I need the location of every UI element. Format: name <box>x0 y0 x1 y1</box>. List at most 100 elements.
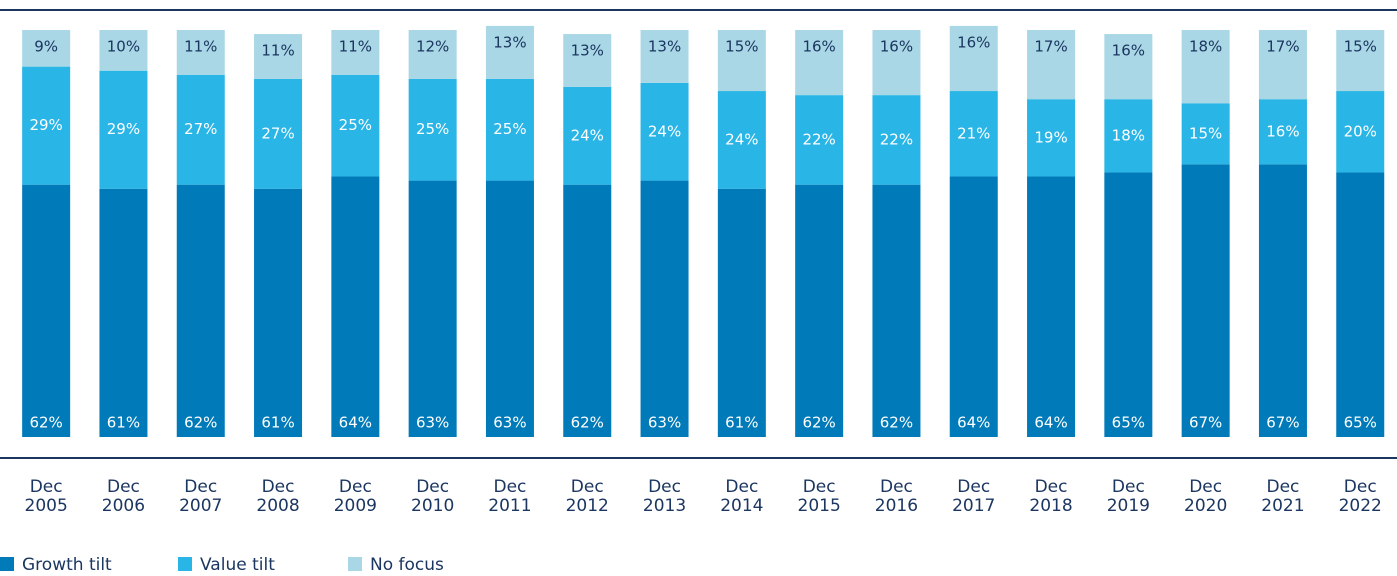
bar-segment <box>872 95 921 185</box>
data-label: 61% <box>261 414 294 432</box>
bar-segment <box>408 180 457 437</box>
bar-segment <box>408 30 457 79</box>
data-label: 12% <box>416 38 449 56</box>
bar-segment <box>485 180 534 437</box>
data-label: 19% <box>1034 128 1067 146</box>
data-label: 67% <box>1266 414 1299 432</box>
bar-segment <box>949 91 998 177</box>
data-label: 22% <box>880 130 913 148</box>
data-label: 25% <box>339 116 372 134</box>
data-label: 11% <box>339 38 372 56</box>
data-label: 67% <box>1189 414 1222 432</box>
bar-segment <box>795 184 844 437</box>
x-tick-label: Dec 2013 <box>642 477 687 516</box>
bar-segment <box>254 78 303 189</box>
bar-segment <box>1027 99 1076 177</box>
bar-segment <box>1336 91 1385 173</box>
data-label: 62% <box>29 414 62 432</box>
legend-swatch <box>0 557 14 571</box>
data-label: 24% <box>648 122 681 140</box>
legend-label: Value tilt <box>200 555 275 575</box>
bar-segment <box>563 34 612 87</box>
bar-segment <box>1181 103 1230 165</box>
x-tick-label: Dec 2012 <box>565 477 609 516</box>
bar-segment <box>872 184 921 437</box>
data-label: 16% <box>802 38 835 56</box>
data-label: 65% <box>1344 414 1377 432</box>
data-label: 9% <box>34 38 58 56</box>
data-label: 61% <box>107 414 140 432</box>
data-label: 61% <box>725 414 758 432</box>
data-label: 64% <box>1034 414 1067 432</box>
data-label: 24% <box>725 130 758 148</box>
bar-segment <box>1258 30 1307 100</box>
bar-segment <box>640 82 689 181</box>
x-tick-label: Dec 2022 <box>1338 477 1382 516</box>
bar-segment <box>1258 164 1307 437</box>
data-label: 17% <box>1266 38 1299 56</box>
data-label: 13% <box>493 33 526 51</box>
bar-segment <box>795 95 844 185</box>
data-label: 27% <box>184 120 217 138</box>
data-label: 65% <box>1112 414 1145 432</box>
bar-segment <box>485 78 534 181</box>
x-tick-label: Dec 2005 <box>24 477 68 516</box>
bar-segment <box>254 34 303 79</box>
x-tick-label: Dec 2021 <box>1261 477 1305 516</box>
bar-segment <box>485 25 534 79</box>
bar-segment <box>1027 176 1076 437</box>
x-tick-label: Dec 2007 <box>179 477 223 516</box>
bar-segment <box>1181 164 1230 437</box>
data-label: 25% <box>416 120 449 138</box>
data-label: 15% <box>725 38 758 56</box>
data-label: 29% <box>29 116 62 134</box>
bar-segment <box>22 66 71 185</box>
bar-segment <box>99 30 148 71</box>
bar-segment <box>1336 172 1385 437</box>
data-label: 15% <box>1344 38 1377 56</box>
data-label: 20% <box>1344 122 1377 140</box>
bar-segment <box>949 176 998 437</box>
bar-segment <box>1336 30 1385 92</box>
bar-segment <box>22 184 71 437</box>
bar-segment <box>331 30 380 75</box>
data-label: 29% <box>107 120 140 138</box>
legend-label: Growth tilt <box>22 555 112 575</box>
data-label: 25% <box>493 120 526 138</box>
x-tick-label: Dec 2008 <box>256 477 300 516</box>
data-label: 24% <box>571 126 604 144</box>
x-tick-label: Dec 2019 <box>1106 477 1150 516</box>
data-label: 62% <box>880 414 913 432</box>
bar-segment <box>717 30 766 92</box>
bar-segment <box>408 78 457 181</box>
data-label: 64% <box>339 414 372 432</box>
bar-segment <box>872 30 921 96</box>
data-label: 22% <box>802 130 835 148</box>
bar-segment <box>640 30 689 83</box>
x-tick-label: Dec 2014 <box>720 477 764 516</box>
bar-segment <box>99 188 148 437</box>
legend-label: No focus <box>370 555 444 575</box>
bar-segment <box>331 176 380 437</box>
bar-segment <box>795 30 844 96</box>
bar-segment <box>717 91 766 189</box>
data-label: 18% <box>1112 126 1145 144</box>
bar-segment <box>563 184 612 437</box>
bar-segment <box>331 74 380 177</box>
data-label: 63% <box>493 414 526 432</box>
bar-segment <box>640 180 689 437</box>
bar-segment <box>563 86 612 185</box>
x-tick-label: Dec 2018 <box>1029 477 1073 516</box>
bar-segment <box>1104 172 1153 437</box>
data-label: 62% <box>802 414 835 432</box>
bar-segment <box>99 70 148 189</box>
bar-segment <box>1027 30 1076 100</box>
data-label: 64% <box>957 414 990 432</box>
data-label: 16% <box>880 38 913 56</box>
data-label: 21% <box>957 124 990 142</box>
x-tick-label: Dec 2015 <box>797 477 841 516</box>
bar-segment <box>176 184 225 437</box>
data-label: 16% <box>1112 42 1145 60</box>
x-tick-label: Dec 2020 <box>1184 477 1228 516</box>
